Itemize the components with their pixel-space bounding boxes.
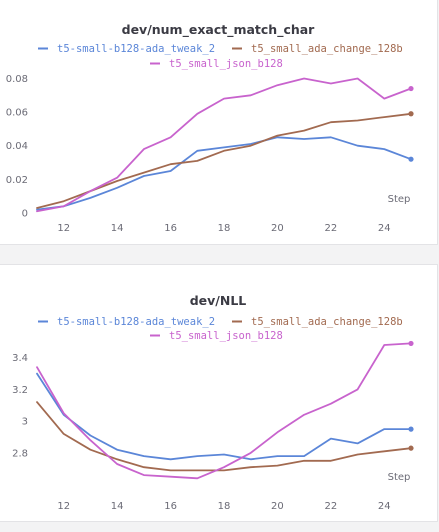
- legend-label: t5-small-b128-ada_tweak_2: [57, 316, 215, 328]
- legend-label: t5_small_json_b128: [169, 58, 283, 70]
- x-tick-label: 22: [324, 501, 337, 512]
- series-end-point: [408, 445, 414, 451]
- x-tick-label: 18: [218, 501, 231, 512]
- x-tick-label: 16: [164, 501, 177, 512]
- series-line: [36, 112, 412, 209]
- x-tick-label: 22: [324, 223, 337, 234]
- x-tick-label: 18: [218, 223, 231, 234]
- x-axis-label: Step: [388, 472, 411, 483]
- y-tick-label: 0.04: [6, 141, 28, 152]
- y-tick-label: 3.4: [12, 353, 28, 364]
- y-tick-label: 0: [22, 209, 28, 220]
- x-tick-label: 24: [378, 223, 391, 234]
- x-tick-label: 14: [111, 501, 124, 512]
- series-end-point: [408, 111, 414, 117]
- x-tick-label: 12: [57, 223, 70, 234]
- series-line: [36, 372, 412, 461]
- series-line: [36, 342, 412, 480]
- chart-panel-exact-match: dev/num_exact_match_char t5-small-b128-ad…: [0, 0, 438, 245]
- legend-label: t5_small_ada_change_128b: [251, 316, 403, 328]
- y-tick-label: 0.08: [6, 74, 28, 85]
- exact-match-chart: dev/num_exact_match_char t5-small-b128-ad…: [6, 22, 414, 234]
- chart-panel-nll: dev/NLL t5-small-b128-ada_tweak_2 t5_small…: [0, 264, 438, 522]
- series-end-point: [408, 85, 414, 92]
- legend-label: t5-small-b128-ada_tweak_2: [57, 43, 215, 55]
- legend-label: t5_small_json_b128: [169, 330, 283, 342]
- series-line: [36, 136, 412, 211]
- series-end-point: [408, 426, 414, 432]
- series-line: [36, 401, 412, 472]
- legend-label: t5_small_ada_change_128b: [251, 43, 403, 55]
- x-tick-label: 14: [111, 223, 124, 234]
- y-tick-label: 0.02: [6, 175, 28, 186]
- y-tick-label: 3: [22, 417, 28, 428]
- series-end-point: [408, 340, 414, 347]
- series-line: [36, 77, 412, 213]
- x-tick-label: 24: [378, 501, 391, 512]
- y-tick-label: 0.06: [6, 108, 28, 119]
- nll-chart: dev/NLL t5-small-b128-ada_tweak_2 t5_small…: [12, 293, 414, 512]
- chart-title: dev/NLL: [190, 293, 247, 308]
- y-tick-label: 3.2: [12, 385, 28, 396]
- x-axis-label: Step: [388, 194, 411, 205]
- chart-title: dev/num_exact_match_char: [122, 22, 316, 38]
- x-tick-label: 20: [271, 501, 284, 512]
- x-tick-label: 16: [164, 223, 177, 234]
- series-end-point: [408, 156, 414, 162]
- x-tick-label: 12: [57, 501, 70, 512]
- y-tick-label: 2.8: [12, 448, 28, 459]
- x-tick-label: 20: [271, 223, 284, 234]
